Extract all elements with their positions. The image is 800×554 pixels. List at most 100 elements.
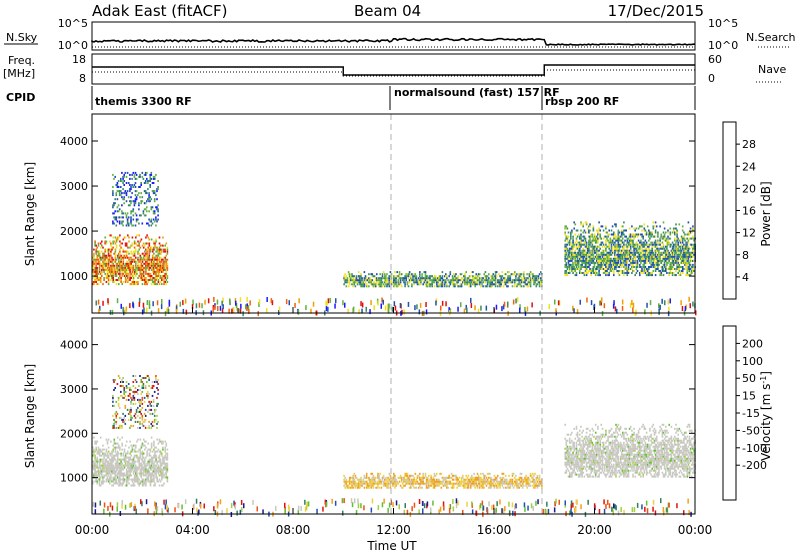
echo-cell bbox=[637, 233, 640, 236]
echo-cell bbox=[606, 272, 608, 274]
echo-cell bbox=[628, 253, 631, 256]
echo-cell bbox=[613, 257, 615, 260]
echo-cell bbox=[534, 277, 536, 280]
echo-cell bbox=[326, 300, 328, 306]
echo-cell bbox=[96, 474, 99, 477]
echo-cell bbox=[131, 450, 134, 453]
echo-cell bbox=[620, 255, 623, 258]
echo-cell bbox=[94, 258, 96, 261]
echo-cell bbox=[138, 462, 140, 465]
echo-cell bbox=[157, 389, 159, 391]
echo-cell bbox=[692, 268, 694, 270]
echo-cell bbox=[608, 229, 610, 232]
echo-cell bbox=[157, 258, 160, 261]
echo-cell bbox=[596, 268, 598, 270]
echo-cell bbox=[617, 243, 620, 246]
echo-cell bbox=[115, 462, 118, 465]
echo-cell bbox=[596, 247, 598, 250]
echo-cell bbox=[566, 235, 569, 238]
echo-cell bbox=[148, 275, 151, 277]
echo-cell bbox=[104, 272, 106, 275]
echo-cell bbox=[141, 450, 144, 453]
echo-cell bbox=[112, 476, 114, 479]
echo-cell bbox=[103, 254, 105, 257]
echo-cell bbox=[599, 268, 601, 270]
echo-cell bbox=[129, 466, 131, 469]
echo-cell bbox=[646, 253, 649, 256]
echo-cell bbox=[112, 220, 114, 223]
echo-cell bbox=[464, 281, 466, 284]
noise-panel: N.Sky 10^5 10^0 10^5 10^0 N.Search bbox=[4, 17, 796, 52]
echo-cell bbox=[110, 270, 112, 273]
echo-cell bbox=[564, 225, 566, 228]
echo-cell bbox=[495, 275, 498, 278]
echo-cell bbox=[675, 249, 677, 252]
echo-cell bbox=[593, 261, 596, 264]
echo-cell bbox=[136, 270, 138, 273]
echo-cell bbox=[148, 266, 151, 269]
echo-cell bbox=[131, 283, 134, 286]
echo-cell bbox=[585, 247, 588, 250]
echo-cell bbox=[141, 268, 144, 271]
echo-cell bbox=[651, 261, 653, 264]
echo-cell bbox=[104, 248, 106, 251]
echo-cell bbox=[109, 234, 111, 237]
echo-cell bbox=[148, 474, 151, 477]
echo-cell bbox=[380, 303, 382, 309]
echo-cell bbox=[676, 253, 678, 256]
echo-cell bbox=[139, 258, 142, 261]
echo-cell bbox=[157, 402, 159, 405]
echo-cell bbox=[654, 251, 657, 254]
echo-cell bbox=[654, 249, 657, 252]
echo-cell bbox=[591, 245, 594, 248]
echo-cell bbox=[580, 243, 582, 246]
echo-cell bbox=[116, 210, 119, 213]
echo-cell bbox=[654, 243, 657, 246]
echo-cell bbox=[586, 297, 588, 303]
echo-cell bbox=[535, 283, 538, 286]
echo-cell bbox=[689, 255, 692, 258]
echo-cell bbox=[122, 418, 124, 421]
echo-cell bbox=[158, 277, 161, 279]
echo-cell bbox=[142, 302, 145, 308]
echo-cell bbox=[610, 247, 613, 250]
echo-cell bbox=[644, 253, 647, 256]
echo-cell bbox=[112, 204, 114, 207]
echo-cell bbox=[649, 253, 651, 256]
echo-cell bbox=[161, 478, 163, 481]
echo-cell bbox=[144, 474, 146, 477]
echo-cell bbox=[419, 273, 421, 276]
echo-cell bbox=[239, 308, 242, 314]
echo-cell bbox=[652, 263, 655, 266]
echo-cell bbox=[147, 470, 149, 473]
echo-cell bbox=[474, 305, 476, 311]
echo-cell bbox=[124, 262, 127, 265]
echo-cell bbox=[149, 175, 151, 178]
echo-cell bbox=[114, 470, 117, 473]
echo-cell bbox=[137, 266, 139, 269]
echo-cell bbox=[668, 268, 670, 270]
echo-cell bbox=[426, 279, 429, 282]
echo-cell bbox=[644, 229, 647, 232]
echo-cell bbox=[403, 281, 405, 284]
echo-cell bbox=[660, 245, 663, 248]
echo-cell bbox=[121, 394, 123, 397]
echo-cell bbox=[134, 194, 137, 197]
echo-cell bbox=[153, 268, 155, 271]
echo-cell bbox=[641, 229, 643, 232]
echo-cell bbox=[105, 474, 108, 477]
echo-cell bbox=[114, 458, 117, 461]
echo-cell bbox=[135, 474, 137, 477]
echo-cell bbox=[441, 277, 444, 280]
echo-cell bbox=[689, 227, 692, 230]
echo-cell bbox=[140, 202, 142, 205]
echo-cell bbox=[619, 257, 622, 260]
echo-cell bbox=[150, 279, 153, 281]
echo-cell bbox=[149, 262, 152, 265]
echo-cell bbox=[571, 257, 573, 260]
echo-cell bbox=[142, 474, 145, 477]
echo-cell bbox=[676, 243, 678, 246]
echo-cell bbox=[677, 253, 679, 256]
echo-cell bbox=[135, 390, 138, 393]
echo-cell bbox=[518, 279, 521, 282]
